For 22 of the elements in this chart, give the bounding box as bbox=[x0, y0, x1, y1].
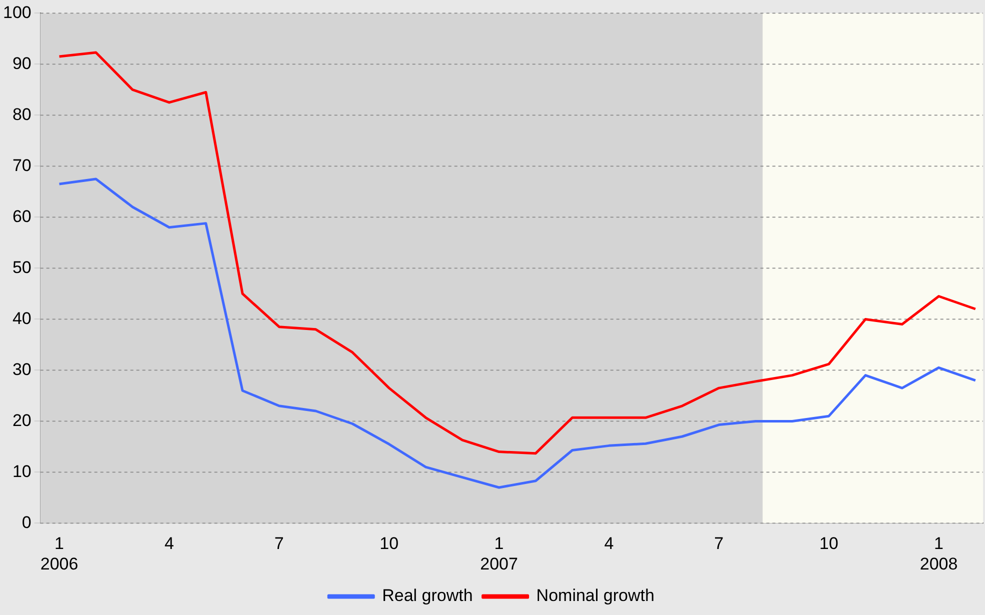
legend-label: Real growth bbox=[382, 586, 473, 606]
y-tick-label: 100 bbox=[2, 2, 32, 22]
x-tick-label: 1 2008 bbox=[920, 534, 958, 574]
x-tick-label: 10 bbox=[380, 534, 399, 554]
y-tick-label: 30 bbox=[12, 360, 32, 379]
y-tick-label: 20 bbox=[12, 410, 32, 430]
x-tick-label: 7 bbox=[714, 534, 724, 554]
x-tick-label: 4 bbox=[164, 534, 174, 554]
y-tick-label: 40 bbox=[12, 308, 32, 328]
y-tick-label: 60 bbox=[12, 206, 32, 226]
y-tick-label: 90 bbox=[12, 54, 32, 73]
y-tick-label: 10 bbox=[12, 462, 32, 481]
y-tick-label: 80 bbox=[12, 104, 32, 124]
y-tick-label: 50 bbox=[12, 258, 32, 277]
x-tick-label: 4 bbox=[604, 534, 614, 554]
legend-label: Nominal growth bbox=[536, 586, 654, 606]
x-tick-label: 7 bbox=[274, 534, 284, 554]
y-tick-label: 70 bbox=[12, 156, 32, 175]
x-tick-label: 1 2007 bbox=[480, 534, 518, 574]
x-tick-label: 10 bbox=[819, 534, 838, 554]
y-tick-label: 0 bbox=[22, 512, 32, 532]
x-tick-label: 1 2006 bbox=[40, 534, 78, 574]
